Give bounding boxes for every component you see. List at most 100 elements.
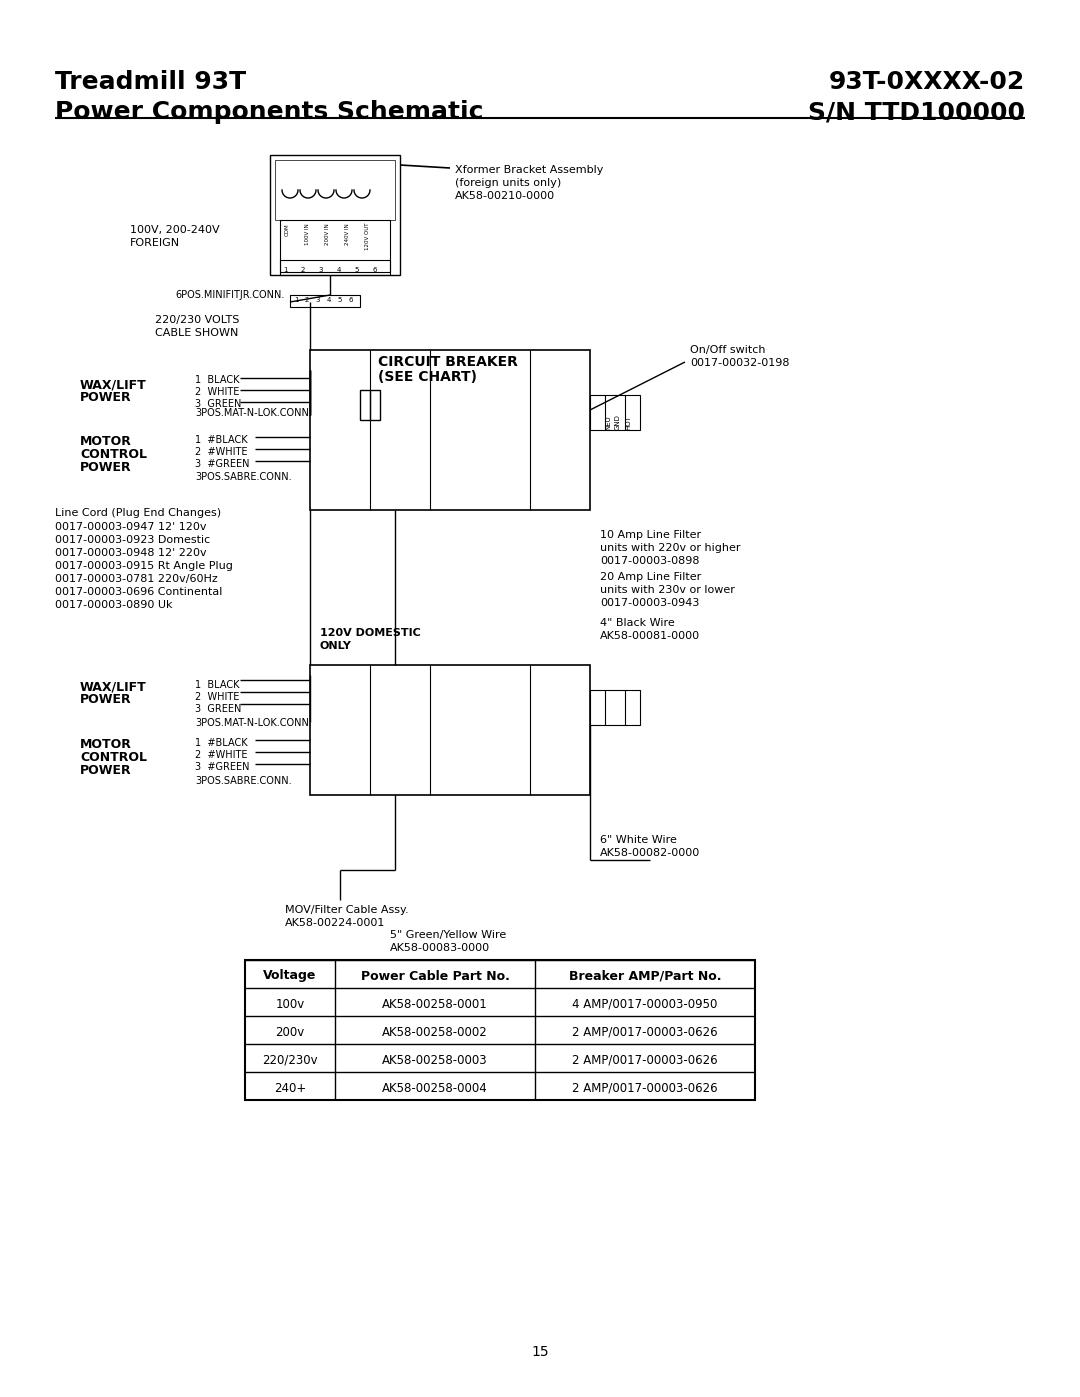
Text: 3  GREEN: 3 GREEN — [195, 704, 241, 714]
Text: CIRCUIT BREAKER: CIRCUIT BREAKER — [378, 355, 518, 369]
Text: 0017-00003-0890 Uk: 0017-00003-0890 Uk — [55, 599, 173, 610]
Text: AK58-00258-0001: AK58-00258-0001 — [382, 997, 488, 1010]
Text: 4: 4 — [327, 298, 332, 303]
Text: NEU: NEU — [605, 415, 611, 430]
Text: 0017-00003-0898: 0017-00003-0898 — [600, 556, 700, 566]
Bar — [590, 690, 640, 725]
Text: AK58-00258-0002: AK58-00258-0002 — [382, 1025, 488, 1038]
Text: 0017-00003-0781 220v/60Hz: 0017-00003-0781 220v/60Hz — [55, 574, 218, 584]
Text: 1: 1 — [294, 298, 298, 303]
Text: MOTOR: MOTOR — [80, 738, 132, 752]
Text: 3  #GREEN: 3 #GREEN — [195, 761, 249, 773]
Text: AK58-00083-0000: AK58-00083-0000 — [390, 943, 490, 953]
Text: 0017-00003-0948 12' 220v: 0017-00003-0948 12' 220v — [55, 548, 206, 557]
Bar — [280, 260, 390, 272]
Text: 3POS.SABRE.CONN.: 3POS.SABRE.CONN. — [195, 472, 292, 482]
Text: 5: 5 — [338, 298, 342, 303]
Text: 100v: 100v — [275, 997, 305, 1010]
Text: Power Components Schematic: Power Components Schematic — [55, 101, 484, 124]
Text: 0017-00003-0923 Domestic: 0017-00003-0923 Domestic — [55, 535, 211, 545]
Text: POWER: POWER — [80, 764, 132, 777]
Text: 4" Black Wire: 4" Black Wire — [600, 617, 675, 629]
Bar — [291, 295, 360, 307]
Text: CABLE SHOWN: CABLE SHOWN — [156, 328, 239, 338]
Text: units with 230v or lower: units with 230v or lower — [600, 585, 734, 595]
Bar — [275, 161, 395, 219]
Text: 2  #WHITE: 2 #WHITE — [195, 447, 247, 457]
Bar — [280, 219, 390, 275]
Text: 220/230v: 220/230v — [262, 1053, 318, 1066]
Text: 6: 6 — [349, 298, 353, 303]
Text: 100V, 200-240V: 100V, 200-240V — [130, 225, 219, 235]
Bar — [360, 390, 380, 420]
Text: AK58-00210-0000: AK58-00210-0000 — [455, 191, 555, 201]
Text: AK58-00258-0003: AK58-00258-0003 — [382, 1053, 488, 1066]
Bar — [270, 155, 400, 275]
Bar — [310, 351, 590, 510]
Text: GND: GND — [615, 414, 621, 430]
Text: FOREIGN: FOREIGN — [130, 237, 180, 249]
Text: HOT: HOT — [625, 415, 631, 430]
Text: MOTOR: MOTOR — [80, 434, 132, 448]
Text: AK58-00258-0004: AK58-00258-0004 — [382, 1081, 488, 1094]
Text: 1  #BLACK: 1 #BLACK — [195, 434, 247, 446]
Text: CONTROL: CONTROL — [80, 752, 147, 764]
Text: 5" Green/Yellow Wire: 5" Green/Yellow Wire — [390, 930, 507, 940]
Text: 200v: 200v — [275, 1025, 305, 1038]
Text: 2 AMP/0017-00003-0626: 2 AMP/0017-00003-0626 — [572, 1081, 718, 1094]
Text: ONLY: ONLY — [320, 641, 352, 651]
Text: 1  BLACK: 1 BLACK — [195, 680, 240, 690]
Text: 240+: 240+ — [274, 1081, 306, 1094]
Text: POWER: POWER — [80, 461, 132, 474]
Bar — [310, 665, 590, 795]
Text: 6POS.MINIFITJR.CONN.: 6POS.MINIFITJR.CONN. — [175, 291, 284, 300]
Text: S/N TTD100000: S/N TTD100000 — [808, 101, 1025, 124]
Text: 2: 2 — [301, 267, 306, 272]
Text: 120V DOMESTIC: 120V DOMESTIC — [320, 629, 421, 638]
Text: (SEE CHART): (SEE CHART) — [378, 370, 477, 384]
Text: 240V IN: 240V IN — [345, 224, 350, 244]
Text: 0017-00003-0943: 0017-00003-0943 — [600, 598, 700, 608]
Text: AK58-00082-0000: AK58-00082-0000 — [600, 848, 700, 858]
Text: 0017-00032-0198: 0017-00032-0198 — [690, 358, 789, 367]
Text: 3: 3 — [315, 298, 321, 303]
Text: 1  #BLACK: 1 #BLACK — [195, 738, 247, 747]
Text: 6" White Wire: 6" White Wire — [600, 835, 677, 845]
Text: 2  WHITE: 2 WHITE — [195, 692, 240, 703]
Text: 3POS.SABRE.CONN.: 3POS.SABRE.CONN. — [195, 775, 292, 787]
Text: Treadmill 93T: Treadmill 93T — [55, 70, 246, 94]
Text: 0017-00003-0696 Continental: 0017-00003-0696 Continental — [55, 587, 222, 597]
Text: 100V IN: 100V IN — [305, 224, 310, 244]
Text: 1  BLACK: 1 BLACK — [195, 374, 240, 386]
Text: POWER: POWER — [80, 391, 132, 404]
Text: WAX/LIFT: WAX/LIFT — [80, 680, 147, 693]
Text: WAX/LIFT: WAX/LIFT — [80, 379, 147, 391]
Text: 2 AMP/0017-00003-0626: 2 AMP/0017-00003-0626 — [572, 1025, 718, 1038]
Text: 3: 3 — [319, 267, 323, 272]
Text: AK58-00224-0001: AK58-00224-0001 — [285, 918, 386, 928]
Text: 15: 15 — [531, 1345, 549, 1359]
Text: Xformer Bracket Assembly: Xformer Bracket Assembly — [455, 165, 604, 175]
Text: 120V OUT: 120V OUT — [365, 224, 370, 250]
Text: CONTROL: CONTROL — [80, 448, 147, 461]
Text: units with 220v or higher: units with 220v or higher — [600, 543, 741, 553]
Text: On/Off switch: On/Off switch — [690, 345, 766, 355]
Text: 3POS.MAT-N-LOK.CONN.: 3POS.MAT-N-LOK.CONN. — [195, 718, 312, 728]
Text: 2  #WHITE: 2 #WHITE — [195, 750, 247, 760]
Text: Breaker AMP/Part No.: Breaker AMP/Part No. — [569, 970, 721, 982]
Text: 220/230 VOLTS: 220/230 VOLTS — [156, 314, 240, 326]
Bar — [590, 395, 640, 430]
Text: 1: 1 — [283, 267, 287, 272]
Text: 200V IN: 200V IN — [325, 224, 330, 244]
Text: 0017-00003-0947 12' 120v: 0017-00003-0947 12' 120v — [55, 522, 206, 532]
Text: 5: 5 — [355, 267, 360, 272]
Text: Power Cable Part No.: Power Cable Part No. — [361, 970, 510, 982]
Text: POWER: POWER — [80, 693, 132, 705]
Text: 3  #GREEN: 3 #GREEN — [195, 460, 249, 469]
Text: Line Cord (Plug End Changes): Line Cord (Plug End Changes) — [55, 509, 221, 518]
Text: 3POS.MAT-N-LOK.CONN.: 3POS.MAT-N-LOK.CONN. — [195, 408, 312, 418]
Text: COM: COM — [285, 224, 291, 236]
Text: AK58-00081-0000: AK58-00081-0000 — [600, 631, 700, 641]
Text: 4: 4 — [337, 267, 341, 272]
Text: 6: 6 — [373, 267, 377, 272]
